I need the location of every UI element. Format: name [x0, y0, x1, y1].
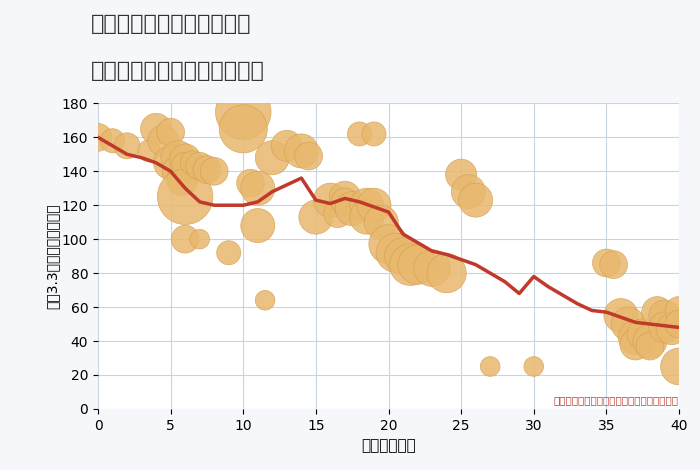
- Point: [405, 261, 416, 268]
- Point: [361, 213, 372, 221]
- Point: [659, 324, 670, 331]
- Point: [398, 252, 409, 260]
- Point: [252, 185, 263, 192]
- Point: [354, 130, 365, 138]
- Text: 築年数別中古マンション価格: 築年数別中古マンション価格: [91, 61, 265, 81]
- Point: [237, 125, 249, 133]
- Point: [223, 249, 235, 257]
- Point: [194, 235, 205, 243]
- Point: [267, 154, 278, 162]
- Point: [615, 312, 626, 319]
- Point: [652, 308, 663, 316]
- Point: [202, 166, 213, 173]
- Text: 大阪府大阪市住吉区長居東: 大阪府大阪市住吉区長居東: [91, 14, 251, 34]
- Point: [441, 269, 452, 277]
- Point: [180, 235, 191, 243]
- Point: [376, 219, 387, 226]
- Point: [528, 363, 539, 370]
- Point: [332, 210, 343, 218]
- Point: [180, 156, 191, 163]
- Point: [303, 152, 314, 160]
- Point: [630, 334, 641, 341]
- Point: [622, 320, 634, 328]
- Point: [281, 142, 293, 149]
- Point: [187, 159, 198, 166]
- Point: [172, 167, 183, 175]
- Point: [412, 261, 423, 268]
- Point: [245, 180, 256, 187]
- Point: [172, 154, 183, 162]
- Point: [340, 193, 351, 201]
- Point: [260, 297, 271, 304]
- Point: [390, 249, 401, 257]
- Point: [158, 137, 169, 144]
- Point: [659, 312, 670, 319]
- Point: [180, 163, 191, 170]
- Y-axis label: 坪（3.3㎡）単価（万円）: 坪（3.3㎡）単価（万円）: [45, 204, 59, 309]
- Point: [608, 261, 620, 268]
- Point: [252, 222, 263, 229]
- Point: [107, 137, 118, 144]
- Point: [368, 130, 379, 138]
- Point: [150, 125, 162, 133]
- Point: [310, 213, 321, 221]
- Point: [165, 159, 176, 166]
- Point: [673, 320, 685, 328]
- Point: [645, 342, 656, 350]
- Point: [673, 363, 685, 370]
- Point: [601, 259, 612, 266]
- Point: [645, 337, 656, 345]
- Point: [637, 330, 648, 338]
- Point: [361, 202, 372, 209]
- Point: [176, 176, 188, 183]
- Point: [209, 167, 220, 175]
- Point: [325, 196, 336, 204]
- Point: [470, 196, 482, 204]
- Point: [237, 108, 249, 116]
- Point: [194, 163, 205, 170]
- Point: [383, 241, 394, 248]
- Point: [666, 325, 678, 333]
- Point: [673, 307, 685, 314]
- Point: [180, 193, 191, 201]
- Point: [92, 133, 104, 141]
- Point: [484, 363, 496, 370]
- Point: [456, 171, 467, 179]
- Point: [426, 264, 438, 272]
- Text: 円の大きさは、取引のあった物件面積を示す: 円の大きさは、取引のあった物件面積を示す: [554, 396, 679, 406]
- Point: [346, 205, 358, 212]
- Point: [463, 188, 474, 196]
- Point: [122, 142, 133, 149]
- Point: [165, 128, 176, 136]
- Point: [368, 202, 379, 209]
- Point: [340, 198, 351, 205]
- Point: [144, 147, 155, 155]
- X-axis label: 築年数（年）: 築年数（年）: [361, 438, 416, 453]
- Point: [630, 341, 641, 348]
- Point: [296, 147, 307, 155]
